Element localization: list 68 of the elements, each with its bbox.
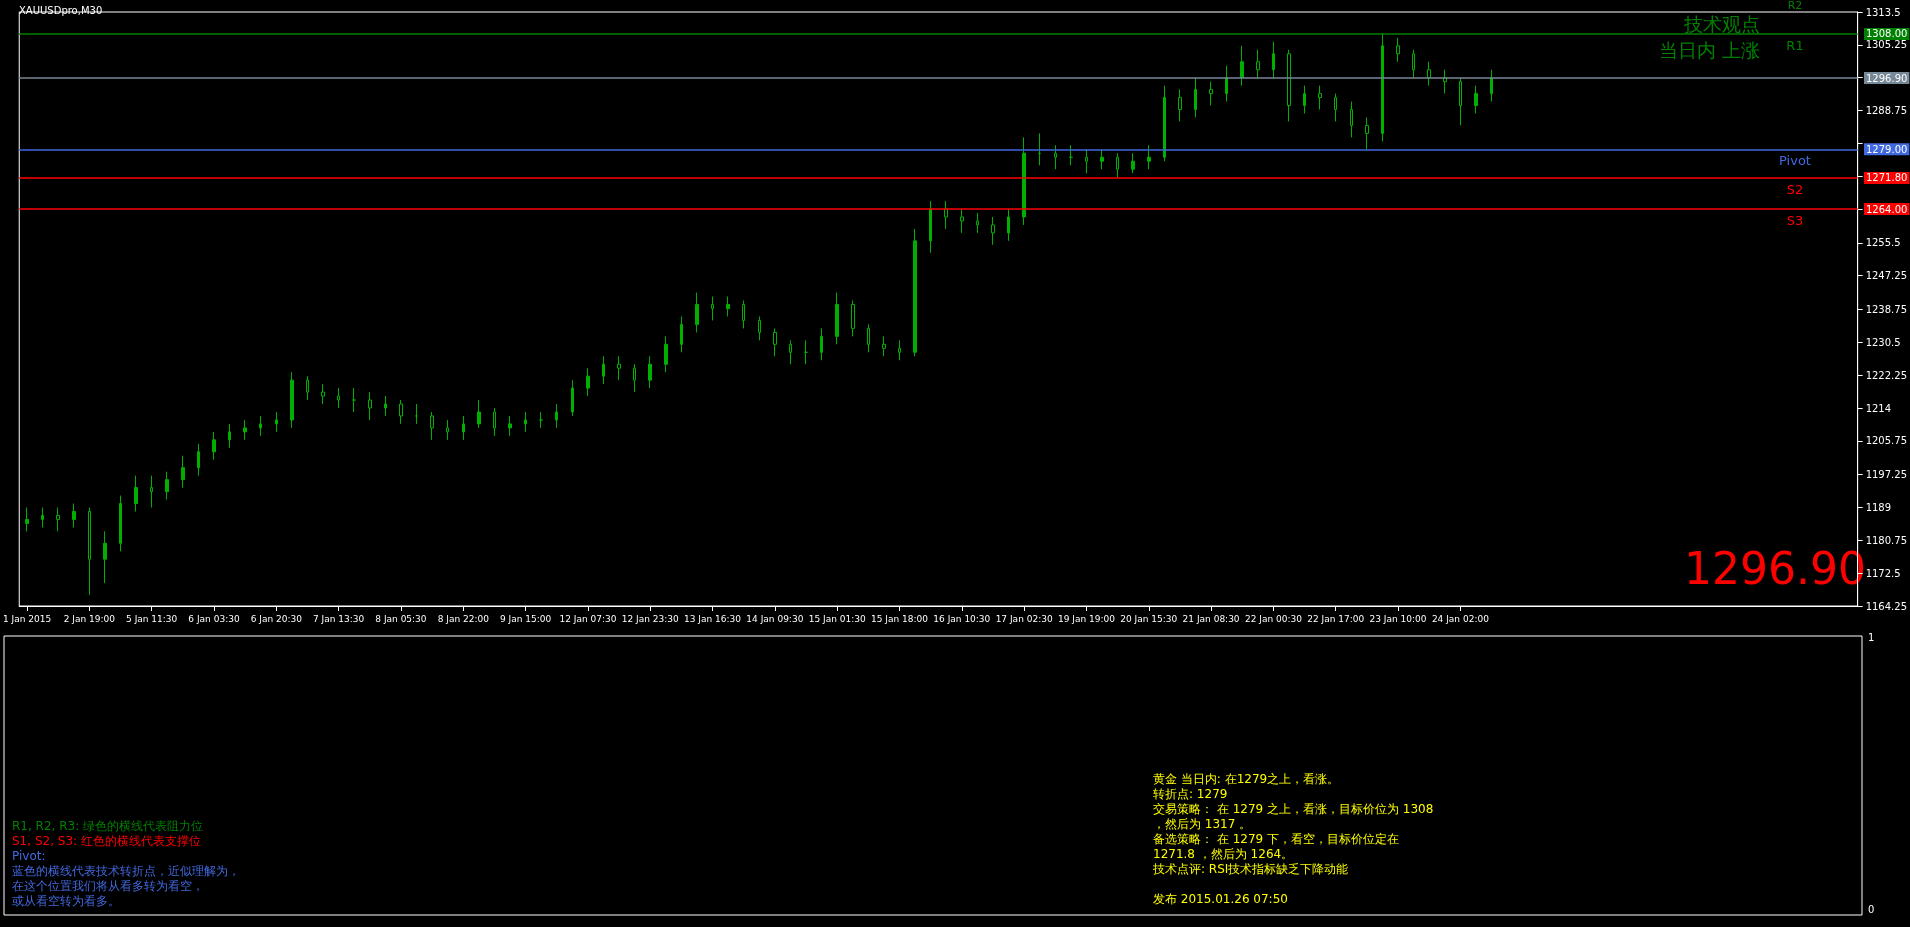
chart-title: XAUUSDpro,M30 — [19, 4, 103, 16]
x-tick-label: 2 Jan 19:00 — [63, 613, 116, 624]
text: S1, S2, S3: 红色的横线代表支撑位 — [12, 834, 201, 848]
x-tick-label: 13 Jan 16:30 — [684, 613, 742, 624]
x-tick-label: 19 Jan 19:00 — [1057, 613, 1116, 624]
y-tick-label: 1288.75 — [1865, 105, 1908, 116]
y-tick-label: 1305.25 — [1865, 39, 1908, 51]
text: 1264.00 — [1866, 203, 1908, 215]
x-tick-label: 16 Jan 10:30 — [933, 613, 991, 624]
y-tick-label: 1313.5 — [1865, 6, 1901, 18]
y-tick-label: 1205.75 — [1865, 435, 1908, 447]
y-tick-label: 1247.25 — [1865, 270, 1908, 282]
text: 1271.8 ，然后为 1264。 — [1153, 847, 1294, 861]
x-tick-label: 22 Jan 17:00 — [1307, 613, 1365, 624]
y-tick-label: 1172.5 — [1865, 567, 1901, 579]
text: 技术点评: RSI技术指标缺乏下降动能 — [1152, 862, 1349, 876]
text: 或从看空转为看多。 — [12, 894, 120, 908]
text: 1296.90 — [1866, 72, 1908, 84]
x-tick-label: 17 Jan 02:30 — [995, 613, 1053, 624]
ref-line-label: S3 — [1786, 213, 1804, 229]
x-tick-label: 5 Jan 11:30 — [126, 613, 178, 624]
ref-line-label: R1 — [1786, 37, 1804, 53]
x-tick-label: 6 Jan 03:30 — [188, 613, 240, 624]
text: 1308.00 — [1866, 28, 1908, 40]
text: 1 — [1868, 631, 1875, 643]
x-tick-label: 12 Jan 23:30 — [621, 613, 679, 624]
annotation: 技术观点 — [1683, 12, 1760, 35]
text: ，然后为 1317 。 — [1153, 817, 1252, 831]
text: 1271.80 — [1866, 172, 1908, 184]
text: 1279.00 — [1866, 143, 1908, 155]
x-tick-label: 6 Jan 20:30 — [250, 613, 303, 624]
text: 交易策略： 在 1279 之上，看涨，目标价位为 1308 — [1153, 802, 1434, 816]
text: 发布 2015.01.26 07:50 — [1153, 892, 1288, 906]
y-tick-label: 1180.75 — [1865, 534, 1908, 546]
x-tick-label: 21 Jan 08:30 — [1182, 613, 1240, 624]
y-tick-label: 1197.25 — [1865, 469, 1908, 481]
text: R1, R2, R3: 绿色的横线代表阻力位 — [12, 819, 204, 833]
text: 黄金 当日内: 在1279之上，看涨。 — [1153, 772, 1340, 786]
x-tick-label: 24 Jan 02:00 — [1431, 613, 1490, 624]
x-tick-label: 22 Jan 00:30 — [1244, 613, 1303, 624]
x-tick-label: 7 Jan 13:30 — [312, 613, 365, 624]
x-tick-label: 15 Jan 01:30 — [808, 613, 866, 624]
x-tick-label: 14 Jan 09:30 — [746, 613, 804, 624]
y-tick-label: 1189 — [1865, 502, 1892, 513]
y-tick-label: 1255.5 — [1865, 237, 1901, 249]
text: 蓝色的横线代表技术转折点，近似理解为， — [12, 864, 240, 878]
x-tick-label: 9 Jan 15:00 — [499, 613, 552, 624]
text: 转折点: 1279 — [1153, 787, 1228, 801]
x-tick-label: 8 Jan 22:00 — [437, 613, 490, 624]
text: 备选策略： 在 1279 下，看空，目标价位定在 — [1153, 832, 1399, 846]
y-tick-label: 1164.25 — [1865, 600, 1908, 612]
y-tick-label: 1230.5 — [1865, 336, 1901, 348]
text: Pivot: — [12, 849, 46, 863]
ref-line-label: Pivot — [1779, 153, 1811, 169]
annotation: 当日内 上涨 — [1658, 38, 1760, 61]
x-tick-label: 12 Jan 07:30 — [559, 613, 617, 624]
y-tick-label: 1238.75 — [1865, 304, 1908, 315]
ref-line-label: S2 — [1786, 181, 1804, 197]
text: R2 — [1787, 0, 1803, 12]
x-tick-label: 1 Jan 2015 — [2, 613, 52, 624]
x-tick-label: 15 Jan 18:00 — [871, 613, 929, 624]
text: 在这个位置我们将从看多转为看空， — [12, 879, 204, 893]
y-tick-label: 1222.25 — [1865, 369, 1908, 381]
y-tick-label: 1214 — [1865, 402, 1892, 414]
x-tick-label: 20 Jan 15:30 — [1120, 613, 1178, 624]
x-tick-label: 23 Jan 10:00 — [1369, 613, 1427, 624]
text: 0 — [1868, 903, 1875, 915]
x-tick-label: 8 Jan 05:30 — [375, 613, 427, 624]
